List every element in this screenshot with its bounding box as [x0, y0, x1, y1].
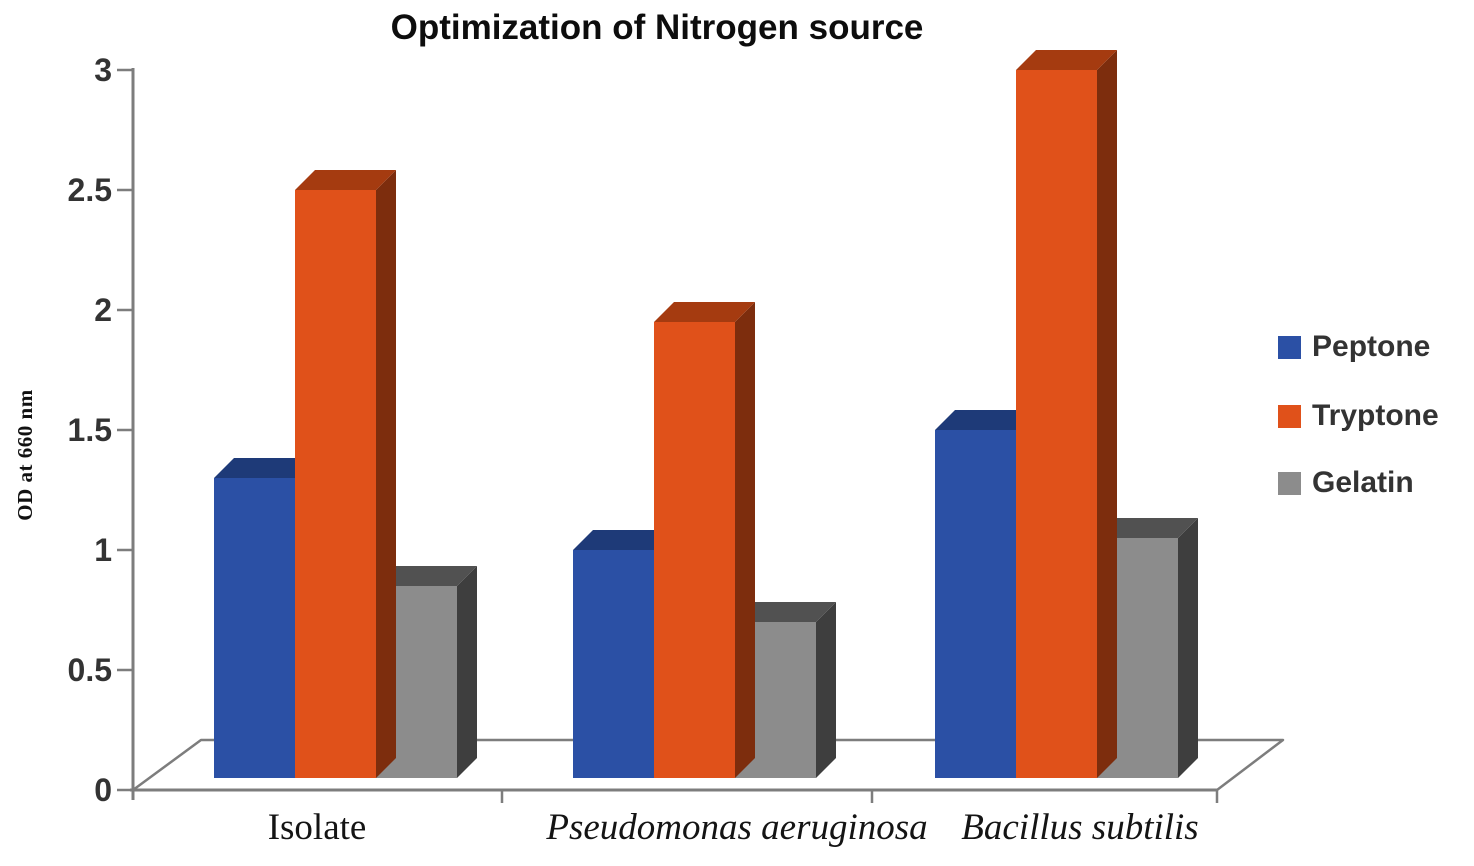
y-tick-label-1: 1 — [94, 532, 112, 568]
bar-gelatin-isolate — [376, 586, 457, 778]
bar-gelatin-isolate-side-face — [457, 566, 477, 778]
bar-gelatin-pseudomonas-aeruginosa-top-face — [735, 602, 836, 622]
bar-gelatin-pseudomonas-aeruginosa-side-face — [816, 602, 836, 778]
legend-swatch-gelatin-icon — [1278, 471, 1301, 495]
bar-gelatin-isolate-top-face — [376, 566, 477, 586]
legend-swatch-peptone-icon — [1278, 335, 1301, 359]
bar-peptone-pseudomonas-aeruginosa — [573, 550, 654, 778]
x-category-label-isolate: Isolate — [267, 807, 367, 848]
bar-gelatin-bacillus-subtilis-top-face — [1097, 518, 1198, 538]
legend-label-tryptone: Tryptone — [1312, 399, 1439, 432]
legend-item-gelatin: Gelatin — [1278, 466, 1414, 500]
y-tick-label-1-5: 1.5 — [67, 412, 112, 448]
legend-swatch-tryptone-icon — [1278, 404, 1301, 428]
bar-tryptone-pseudomonas-aeruginosa — [654, 322, 735, 778]
legend-label-peptone: Peptone — [1312, 330, 1431, 363]
x-category-label-bacillus-subtilis: Bacillus subtilis — [961, 807, 1199, 848]
bar-peptone-bacillus-subtilis-top-face — [935, 410, 1036, 430]
legend-label-gelatin: Gelatin — [1312, 466, 1414, 499]
bar-tryptone-bacillus-subtilis-top-face — [1016, 50, 1117, 70]
bar-tryptone-bacillus-subtilis-side-face — [1097, 50, 1117, 778]
legend-item-peptone: Peptone — [1278, 330, 1430, 364]
bar-peptone-isolate-top-face — [214, 458, 315, 478]
bar-tryptone-bacillus-subtilis — [1016, 70, 1097, 778]
bar-tryptone-isolate-top-face — [295, 170, 396, 190]
y-tick-label-0: 0 — [94, 772, 112, 808]
bar-peptone-pseudomonas-aeruginosa-top-face — [573, 530, 674, 550]
y-tick-label-0-5: 0.5 — [67, 652, 112, 688]
bar-tryptone-isolate — [295, 190, 376, 778]
legend-item-tryptone: Tryptone — [1278, 399, 1439, 433]
bar-peptone-isolate — [214, 478, 295, 778]
bar-tryptone-pseudomonas-aeruginosa-top-face — [654, 302, 755, 322]
bar-gelatin-bacillus-subtilis — [1097, 538, 1178, 778]
bar-tryptone-pseudomonas-aeruginosa-side-face — [735, 302, 755, 778]
x-category-label-pseudomonas-aeruginosa: Pseudomonas aeruginosa — [546, 807, 928, 848]
bar-peptone-bacillus-subtilis — [935, 430, 1016, 778]
y-tick-label-3: 3 — [94, 52, 112, 88]
y-tick-label-2-5: 2.5 — [67, 172, 112, 208]
y-tick-label-2: 2 — [94, 292, 112, 328]
bar-tryptone-isolate-side-face — [376, 170, 396, 778]
chart-title: Optimization of Nitrogen source — [390, 8, 924, 47]
bar-gelatin-bacillus-subtilis-side-face — [1178, 518, 1198, 778]
bar-gelatin-pseudomonas-aeruginosa — [735, 622, 816, 778]
